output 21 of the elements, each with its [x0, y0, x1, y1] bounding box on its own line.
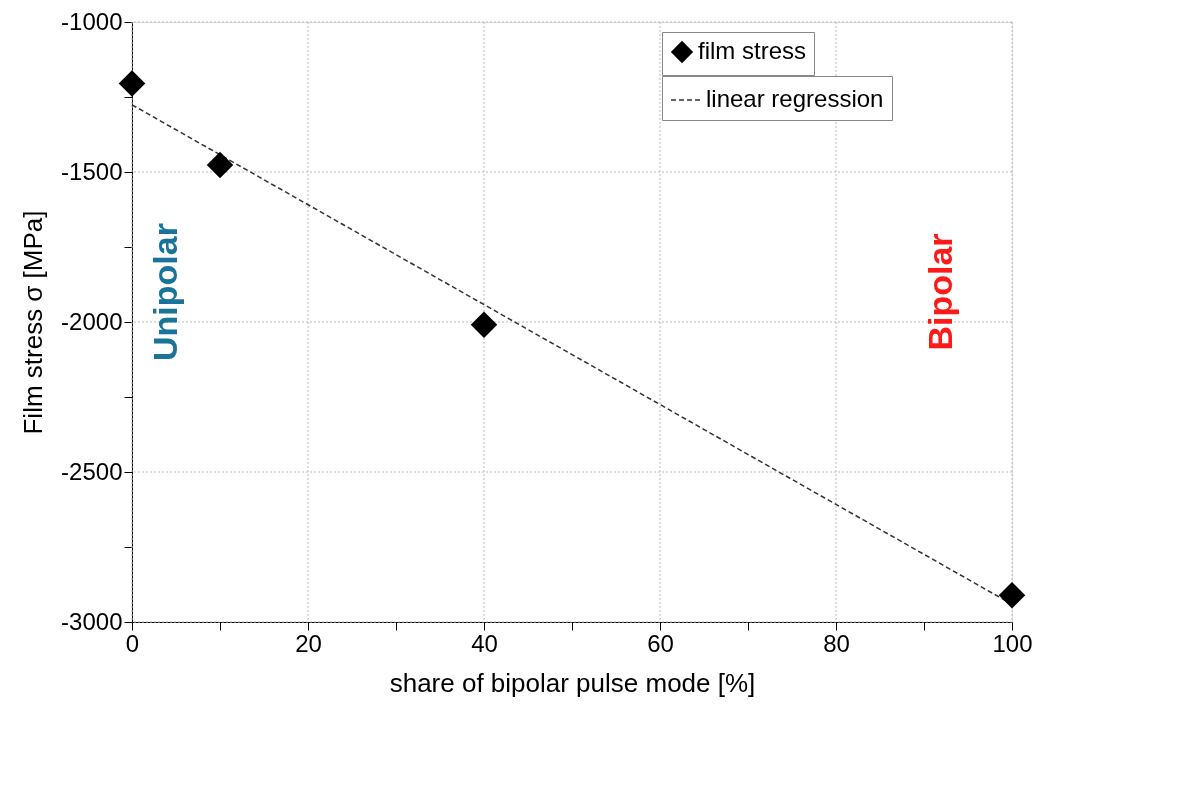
x-tick-label: 100 — [992, 629, 1033, 657]
point — [470, 311, 498, 338]
y-tick-label: -1000 — [61, 7, 123, 35]
y-tick-label: -2000 — [61, 307, 123, 335]
x-axis-title: share of bipolar pulse mode [%] — [389, 667, 756, 698]
legend-label: linear regression — [706, 85, 884, 112]
y-axis-title: Film stress σ [MPa] — [18, 210, 49, 435]
point — [206, 151, 234, 179]
point — [118, 70, 146, 97]
x-tick-label: 20 — [295, 629, 322, 657]
y-tick-label: -2500 — [61, 457, 123, 485]
y-tick-label: -3000 — [61, 607, 123, 635]
annotation: Unipolar — [146, 223, 185, 361]
x-tick-label: 40 — [471, 629, 498, 657]
annotation: Bipolar — [920, 233, 959, 351]
x-tick-label: 80 — [823, 629, 850, 657]
x-tick-label: 0 — [125, 629, 140, 657]
x-tick-label: 60 — [647, 629, 674, 657]
legend-label: film stress — [698, 37, 806, 64]
y-tick-label: -1500 — [61, 157, 123, 185]
point — [998, 582, 1026, 609]
